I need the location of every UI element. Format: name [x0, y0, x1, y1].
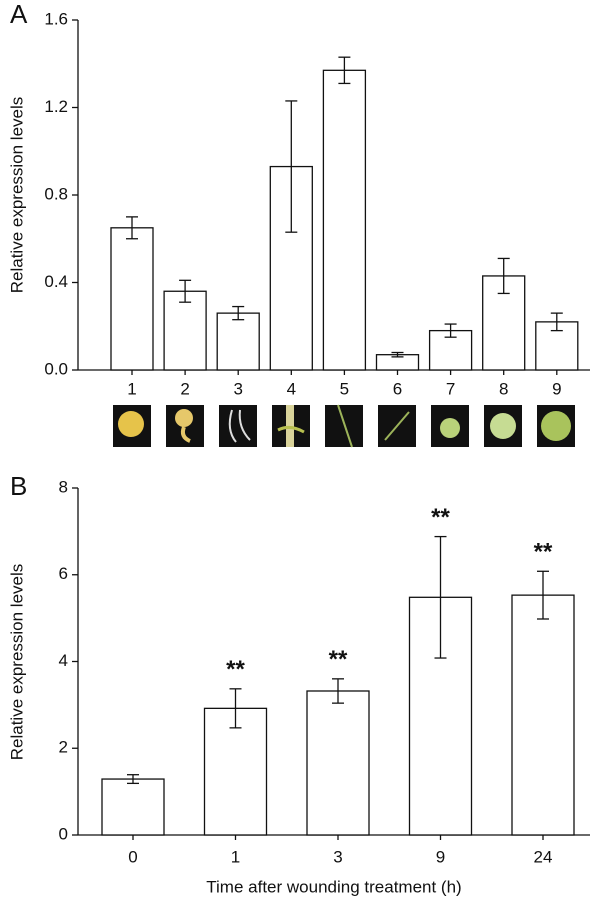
significance: ** [329, 646, 348, 673]
y-tick-label: 8 [59, 477, 68, 496]
y-tick-label: 0.8 [44, 184, 68, 203]
x-tick-label: 9 [436, 847, 445, 866]
x-tick-label: 4 [287, 379, 296, 398]
bar [306, 690, 370, 836]
x-axis-label: Time after wounding treatment (h) [206, 877, 461, 896]
bar [163, 290, 207, 371]
x-tick-label: 9 [552, 379, 561, 398]
bar [216, 312, 260, 371]
bar [101, 778, 165, 836]
y-tick-label: 1.2 [44, 97, 68, 116]
significance: ** [534, 539, 553, 566]
y-tick-label: 0.4 [44, 272, 68, 291]
x-tick-label: 3 [333, 847, 342, 866]
x-tick-label: 2 [180, 379, 189, 398]
significance: ** [226, 656, 245, 683]
y-tick-label: 0.0 [44, 359, 68, 378]
bar [322, 69, 367, 371]
y-tick-label: 1.6 [44, 9, 68, 28]
y-axis-label: Relative expression levels [7, 564, 26, 761]
x-tick-label: 5 [340, 379, 349, 398]
bar [110, 227, 154, 371]
y-tick-label: 6 [59, 564, 68, 583]
x-tick-label: 8 [499, 379, 508, 398]
y-axis-label: Relative expression levels [7, 97, 26, 294]
x-tick-label: 0 [128, 847, 137, 866]
y-tick-label: 0 [59, 824, 68, 843]
bar [511, 594, 575, 836]
x-tick-label: 7 [446, 379, 455, 398]
x-tick-label: 1 [231, 847, 240, 866]
x-tick-label: 3 [233, 379, 242, 398]
panel-label: A [10, 0, 28, 29]
y-tick-label: 4 [59, 651, 68, 670]
y-tick-label: 2 [59, 738, 68, 757]
thumbnails [113, 404, 575, 448]
panel-label: B [10, 471, 27, 501]
x-tick-label: 24 [534, 847, 553, 866]
significance: ** [431, 504, 450, 531]
x-tick-label: 1 [127, 379, 136, 398]
x-tick-label: 6 [393, 379, 402, 398]
